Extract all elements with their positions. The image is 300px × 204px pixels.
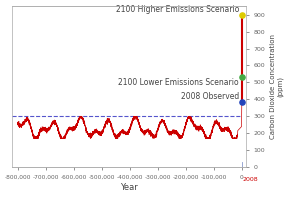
X-axis label: Year: Year	[120, 183, 138, 192]
Point	[239, 13, 244, 16]
Text: 2100 Lower Emissions Scenario: 2100 Lower Emissions Scenario	[118, 78, 239, 87]
Y-axis label: Carbon Dioxide Concentration
(ppm): Carbon Dioxide Concentration (ppm)	[270, 34, 283, 139]
Text: 2100 Higher Emissions Scenario: 2100 Higher Emissions Scenario	[116, 5, 239, 14]
Text: 2008: 2008	[242, 177, 258, 182]
Point	[239, 76, 244, 79]
Text: 2008 Observed: 2008 Observed	[181, 92, 239, 101]
Point	[239, 100, 244, 104]
